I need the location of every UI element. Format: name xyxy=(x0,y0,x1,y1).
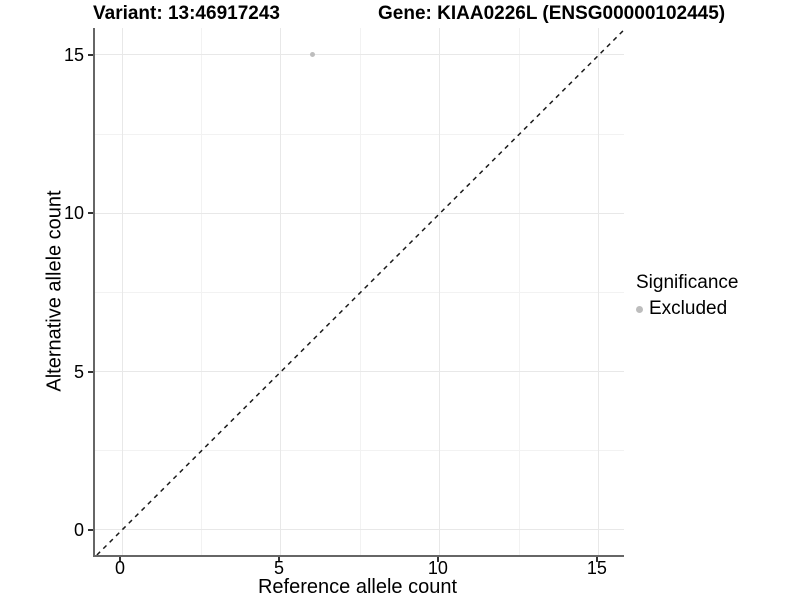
x-tick-label: 5 xyxy=(273,558,284,578)
y-axis-title: Alternative allele count xyxy=(43,190,66,392)
legend-item-excluded: Excluded xyxy=(636,298,738,320)
y-tick-label: 15 xyxy=(63,44,84,65)
y-tick-label: 0 xyxy=(73,519,84,540)
x-axis-tick xyxy=(119,557,122,562)
x-axis-tick xyxy=(595,557,598,562)
minor-gridline-x xyxy=(518,28,520,555)
x-axis-title: Reference allele count xyxy=(257,576,457,598)
data-point xyxy=(310,52,316,58)
y-axis-tick xyxy=(88,53,93,56)
plot-title-gene: Gene: KIAA0226L (ENSG00000102445) xyxy=(378,3,726,24)
x-tick-label: 15 xyxy=(586,558,607,578)
x-tick-label: 10 xyxy=(427,558,448,578)
plot-title-variant: Variant: 13:46917243 xyxy=(93,3,280,24)
y-tick-label: 5 xyxy=(73,361,84,382)
minor-gridline-x xyxy=(200,28,202,555)
plot-panel xyxy=(93,28,624,557)
y-axis-tick xyxy=(88,370,93,373)
major-gridline-x xyxy=(280,28,282,555)
y-tick-label: 10 xyxy=(63,203,84,224)
major-gridline-x xyxy=(121,28,123,555)
legend-item-label: Excluded xyxy=(649,298,728,319)
major-gridline-y xyxy=(95,371,624,373)
major-gridline-y xyxy=(95,54,624,56)
y-axis-tick xyxy=(88,212,93,215)
major-gridline-y xyxy=(95,212,624,214)
minor-gridline-y xyxy=(95,450,624,452)
x-axis-tick xyxy=(277,557,280,562)
identity-line-layer xyxy=(96,29,624,555)
major-gridline-x xyxy=(439,28,441,555)
y-axis-tick xyxy=(88,528,93,531)
x-axis-tick xyxy=(436,557,439,562)
x-tick-label: 0 xyxy=(115,558,126,578)
major-gridline-y xyxy=(95,529,624,531)
legend: Significance Excluded xyxy=(636,272,738,320)
major-gridline-x xyxy=(598,28,600,555)
legend-title: Significance xyxy=(636,272,739,293)
minor-gridline-y xyxy=(95,133,624,135)
identity-line xyxy=(96,29,624,555)
legend-point-icon xyxy=(636,305,643,313)
